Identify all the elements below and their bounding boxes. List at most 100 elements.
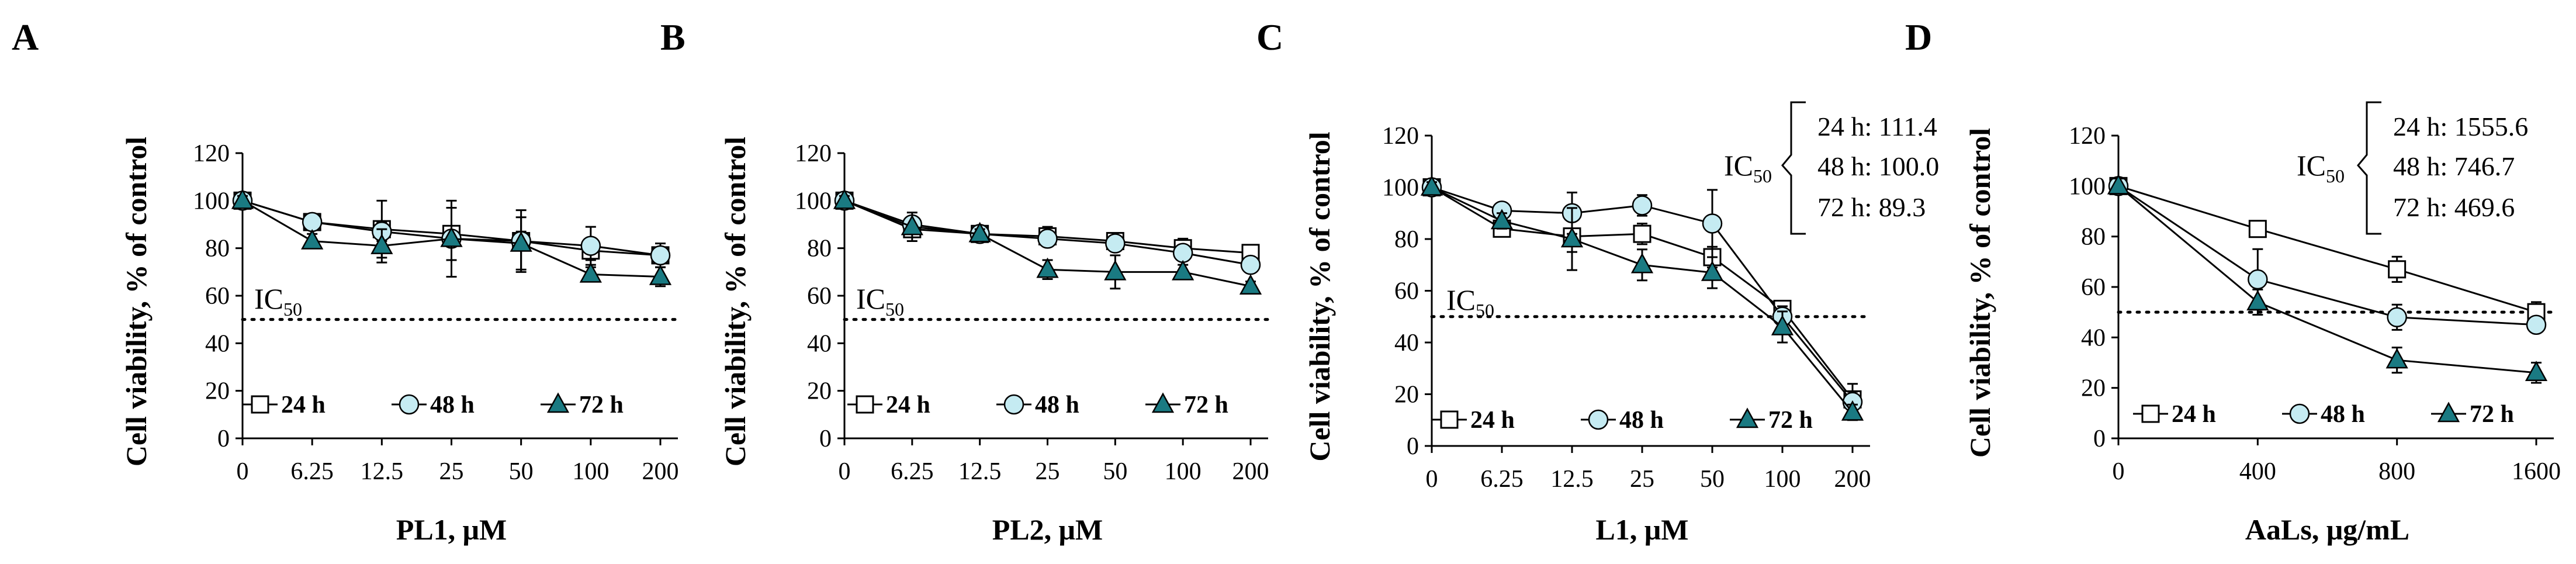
ic50-subscript: 50	[885, 299, 904, 320]
data-point-circle	[2387, 307, 2407, 328]
data-point-circle	[302, 212, 323, 233]
legend-label: 24 h	[281, 392, 326, 418]
data-point-triangle	[510, 231, 532, 252]
data-point-triangle	[2385, 348, 2408, 369]
legend-marker-circle	[2289, 403, 2310, 424]
y-tick-label: 100	[193, 188, 230, 214]
series-line	[1431, 186, 1854, 400]
ic50-value: 24 h: 1555.6	[2393, 112, 2528, 141]
x-tick-label: 12.5	[361, 458, 404, 485]
series-line	[2118, 185, 2537, 313]
y-tick-label: 100	[1382, 175, 1419, 202]
x-tick-label: 25	[439, 458, 464, 485]
y-tick-label: 100	[795, 188, 832, 214]
y-tick-label: 20	[205, 378, 230, 405]
legend-label: 72 h	[1768, 407, 1813, 434]
legend-label: 48 h	[1619, 407, 1664, 434]
x-tick-label: 0	[237, 458, 249, 485]
legend-marker-triangle	[1151, 392, 1175, 413]
data-point-triangle	[1560, 227, 1584, 248]
data-point-square	[1633, 224, 1651, 243]
data-point-triangle	[579, 262, 602, 283]
y-axis-label: Cell viability, % of control	[120, 137, 153, 466]
y-tick-label: 120	[193, 140, 230, 167]
x-tick-label: 100	[1764, 466, 1801, 493]
x-tick-label: 0	[1426, 466, 1438, 493]
data-point-circle	[2526, 314, 2547, 335]
x-tick-label: 6.25	[891, 458, 934, 485]
data-point-triangle	[1036, 257, 1059, 278]
y-tick-label: 40	[2081, 324, 2106, 351]
data-point-circle	[650, 245, 671, 266]
panel-d: D 0 20 40 60 80 100 120 0 400 800 1600 AaLs, μg/mL Ce…	[1905, 16, 2561, 546]
y-tick-label: 60	[807, 283, 832, 310]
y-tick-label: 80	[1394, 226, 1419, 253]
y-tick-label: 40	[807, 330, 832, 357]
legend-marker-circle	[1588, 409, 1609, 430]
x-tick-label: 800	[2378, 458, 2415, 485]
legend: 24 h 48 h 72 h	[1432, 407, 1813, 434]
legend-label: 24 h	[2172, 401, 2216, 428]
ic50-values-label: IC50	[1724, 149, 1772, 186]
y-tick-label: 0	[819, 425, 832, 452]
data-point-triangle	[1104, 259, 1127, 281]
x-tick-label: 0	[839, 458, 851, 485]
y-tick-label: 120	[795, 140, 832, 167]
x-tick-label: 200	[1232, 458, 1269, 485]
y-axis-label: Cell viability, % of control	[719, 137, 752, 466]
panel-letter: C	[1256, 16, 1283, 58]
ic50-subscript: 50	[2326, 165, 2345, 186]
data-point-triangle	[649, 264, 672, 285]
x-tick-label: 100	[1165, 458, 1202, 485]
legend-marker-triangle	[1736, 407, 1759, 428]
data-point-triangle	[301, 229, 324, 250]
legend-label: 72 h	[2470, 401, 2514, 428]
panel-a: A 0 20 40 60 80 100 120 0 6.25 12.5 25 50 100 200 PL1, …	[12, 16, 680, 546]
y-tick-label: 60	[205, 283, 230, 310]
data-point-triangle	[1701, 260, 1724, 281]
y-tick-label: 20	[1394, 382, 1419, 409]
data-point-triangle	[1239, 274, 1262, 295]
data-point-circle	[1105, 233, 1126, 254]
y-tick-label: 80	[807, 236, 832, 262]
y-tick-label: 80	[205, 236, 230, 262]
ic50-line-label: IC50	[1446, 283, 1494, 321]
y-tick-label: 120	[1382, 123, 1419, 150]
series-triangle	[1420, 175, 1864, 421]
data-point-triangle	[1841, 400, 1864, 421]
x-tick-label: 200	[642, 458, 679, 485]
panel-b: B 0 20 40 60 80 100 120 0 6.25 12.5 25 50 100 200 PL2, …	[660, 16, 1270, 546]
data-point-triangle	[901, 214, 923, 236]
x-tick-label: 400	[2239, 458, 2276, 485]
x-axis-label: AaLs, μg/mL	[2245, 513, 2409, 546]
y-tick-label: 40	[1394, 330, 1419, 357]
data-point-triangle	[2246, 290, 2269, 311]
x-tick-label: 12.5	[958, 458, 1002, 485]
data-point-triangle	[833, 188, 856, 209]
x-tick-label: 6.25	[290, 458, 334, 485]
x-tick-label: 50	[1103, 458, 1127, 485]
data-point-triangle	[231, 188, 254, 209]
panel-c: C 0 20 40 60 80 100 120 0 6.25 12.5 25 50 100 200 L1, μ…	[1256, 16, 1939, 546]
ic50-value: 72 h: 89.3	[1817, 192, 1926, 222]
panel-letter: A	[12, 16, 39, 58]
x-tick-label: 12.5	[1550, 466, 1594, 493]
ic50-subscript: 50	[1476, 300, 1494, 321]
series-square	[835, 191, 1260, 262]
y-tick-label: 20	[807, 378, 832, 405]
x-axis-label: PL1, μM	[396, 513, 507, 546]
ic50-line-label: IC50	[254, 282, 302, 320]
y-tick-label: 0	[2093, 425, 2106, 452]
panel-letter: B	[660, 16, 685, 58]
data-point-circle	[1702, 213, 1723, 234]
series-triangle	[833, 188, 1262, 295]
legend-marker-square	[1440, 410, 1459, 429]
series-triangle	[231, 188, 672, 288]
data-point-triangle	[1420, 175, 1443, 196]
y-tick-label: 60	[2081, 274, 2106, 301]
x-tick-label: 50	[509, 458, 534, 485]
legend-marker-triangle	[2437, 402, 2460, 423]
legend-label: 24 h	[886, 392, 930, 418]
x-tick-label: 100	[572, 458, 609, 485]
